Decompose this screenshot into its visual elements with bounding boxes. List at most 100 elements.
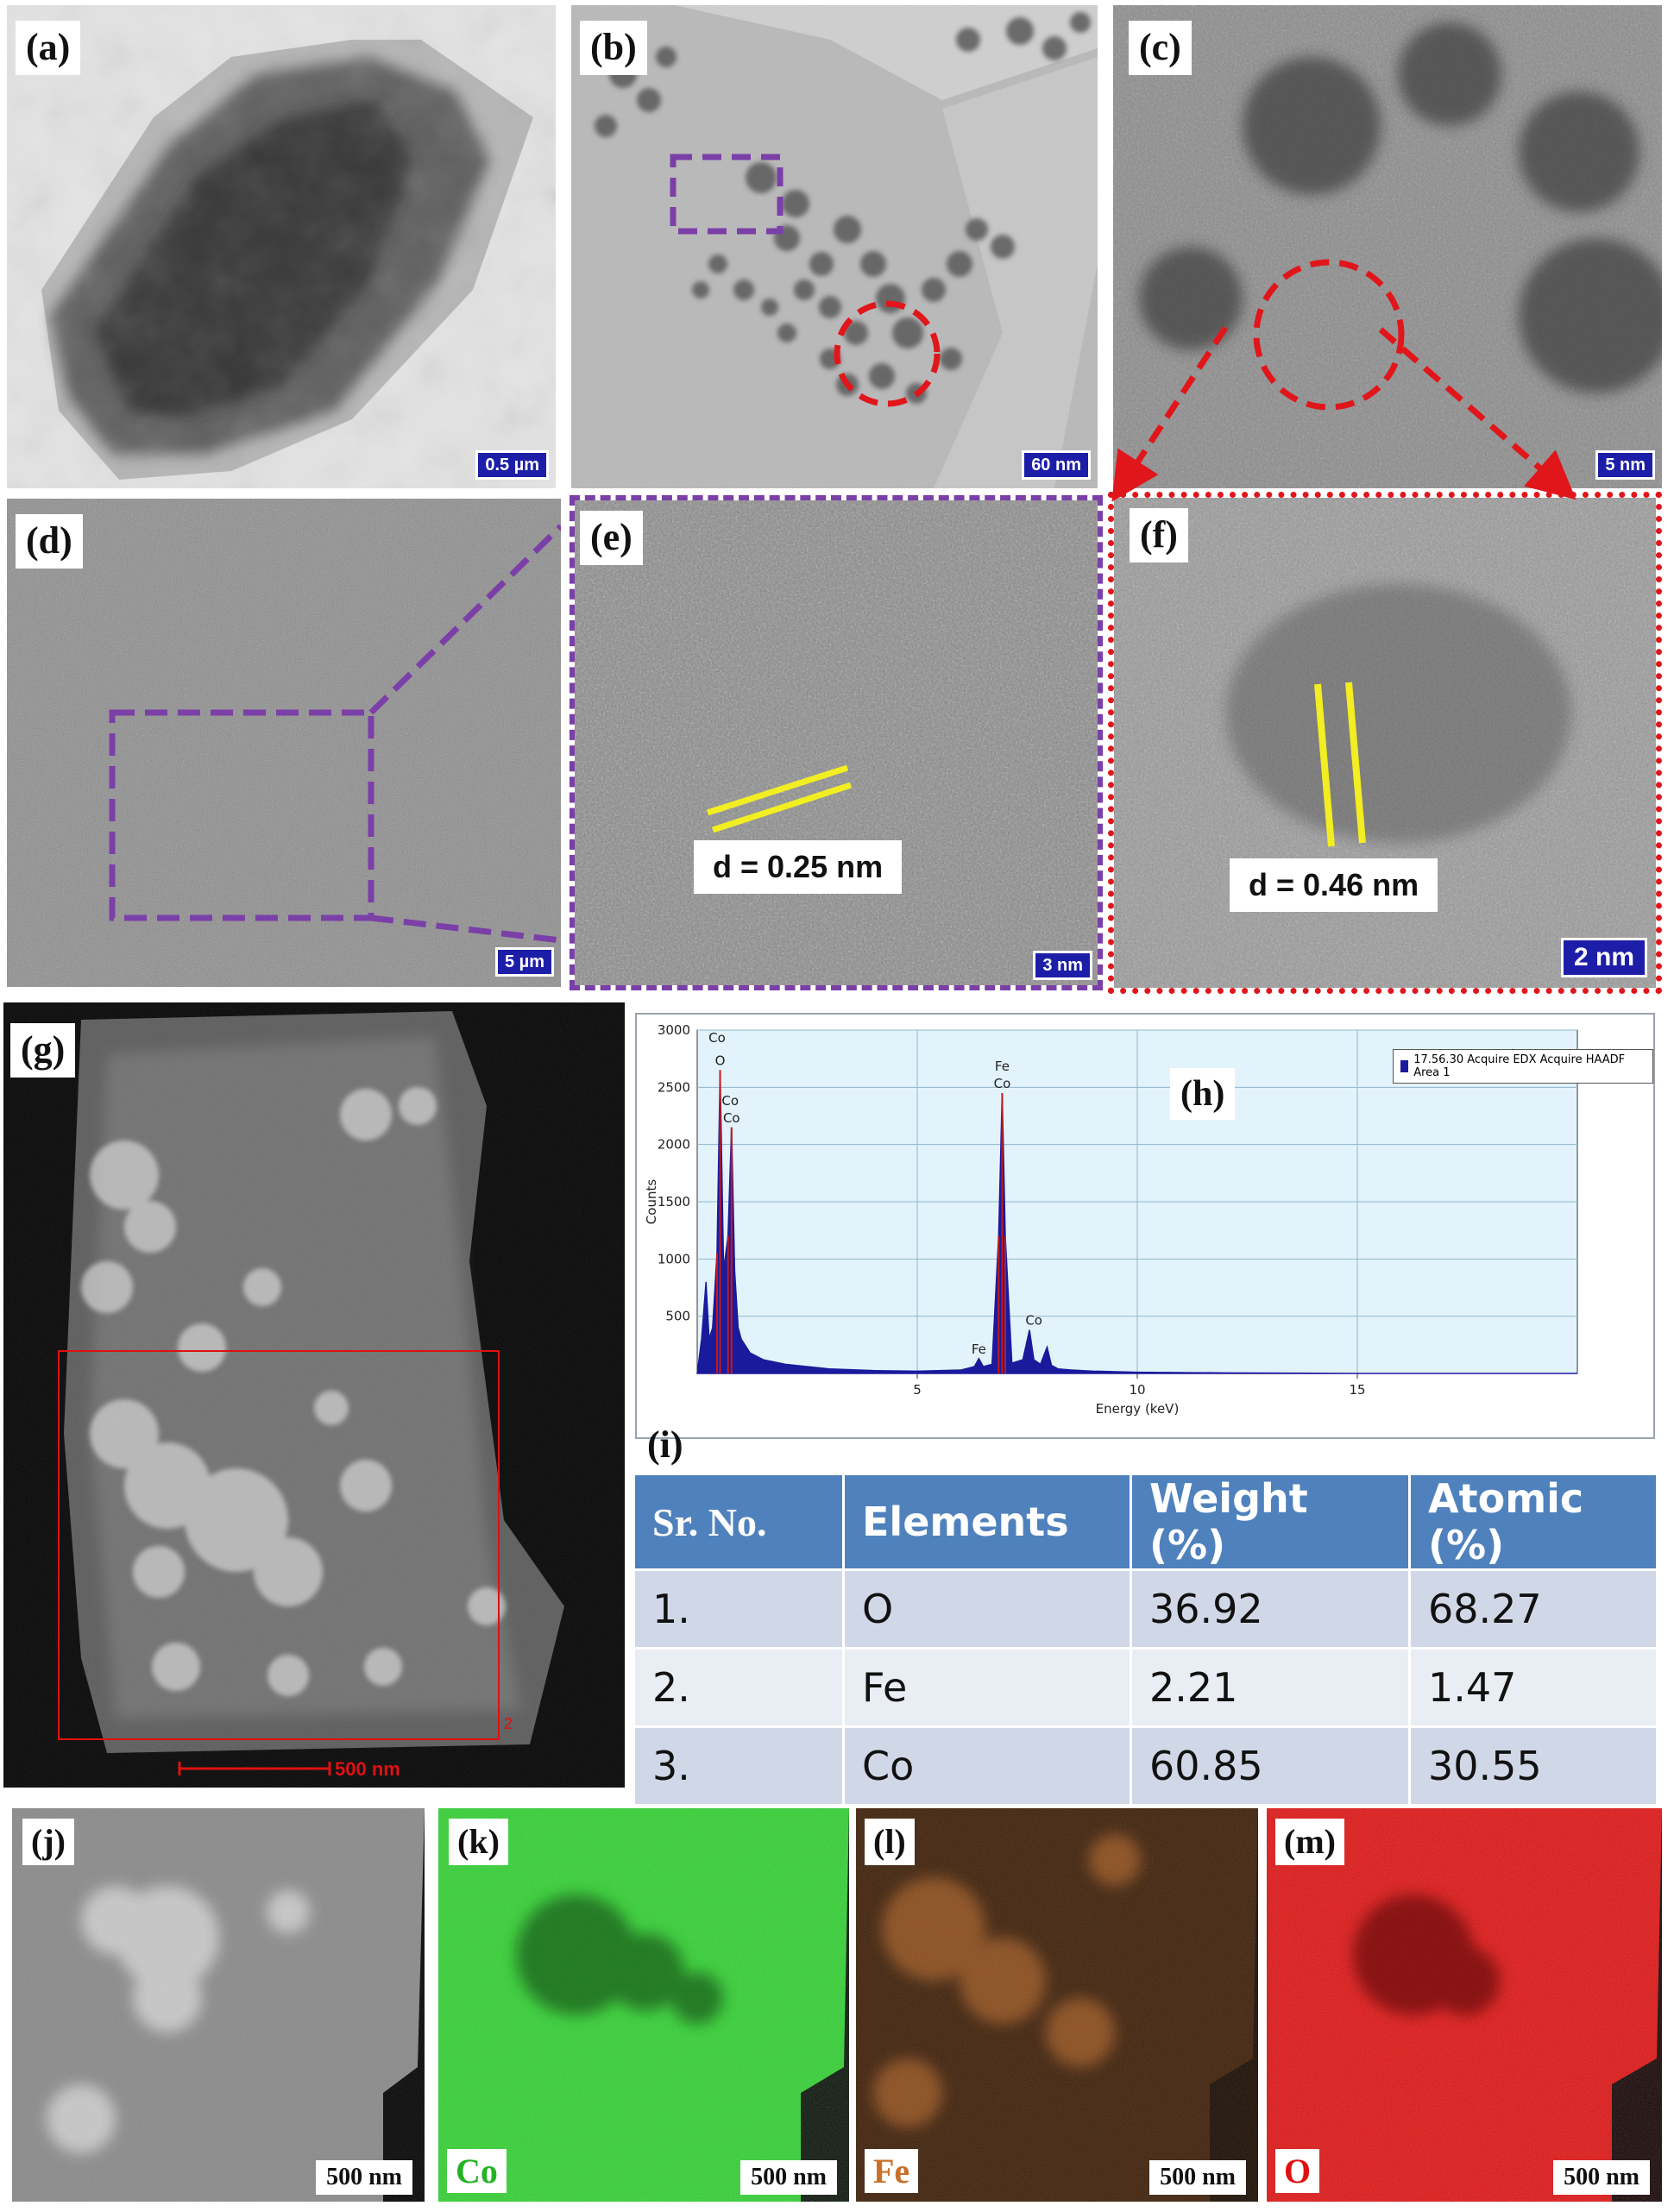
panel-label-k: (k) <box>449 1819 508 1865</box>
tem-image-e <box>575 500 1098 985</box>
cell-atomic: 1.47 <box>1409 1647 1658 1727</box>
panel-d: (d) 5 µm <box>7 499 561 987</box>
scale-bar-j: 500 nm <box>316 2160 412 2195</box>
cell-atomic: 68.27 <box>1409 1568 1658 1649</box>
table-row: 3. Co 60.85 30.55 <box>635 1725 1658 1804</box>
peak-label: Co <box>721 1093 739 1109</box>
eds-map-o <box>1267 1808 1662 2202</box>
y-tick-label: 2000 <box>658 1137 690 1153</box>
d-spacing-label-e: d = 0.25 nm <box>694 840 903 894</box>
haadf-image-g <box>3 1002 625 1788</box>
panel-label-d: (d) <box>16 514 83 569</box>
element-label-co: Co <box>447 2149 507 2193</box>
peak-label: Fe <box>972 1342 986 1357</box>
panel-f: (f) d = 0.46 nm 2 nm <box>1108 492 1662 994</box>
x-tick-label: 10 <box>1129 1382 1145 1398</box>
cell-weight: 2.21 <box>1130 1647 1411 1727</box>
panel-c: (c) 5 nm <box>1113 5 1662 488</box>
element-label-o: O <box>1275 2149 1320 2193</box>
eds-map-fe <box>856 1808 1258 2202</box>
edx-chart-svg: 500 1000 1500 2000 2500 3000 5 10 15 Energy (keV)… <box>644 1022 1578 1417</box>
tem-image-c <box>1113 5 1662 488</box>
panel-label-f: (f) <box>1130 508 1188 562</box>
cell-element: Fe <box>843 1647 1132 1727</box>
eds-map-co <box>438 1808 849 2202</box>
y-tick-label: 1000 <box>658 1251 690 1266</box>
table-header-row: Sr. No. Elements Weight (%) Atomic (%) <box>635 1475 1658 1570</box>
y-tick-label: 500 <box>665 1309 690 1324</box>
cell-sr: 2. <box>635 1647 845 1727</box>
legend-swatch <box>1400 1060 1409 1072</box>
panel-j: (j) 500 nm <box>12 1808 425 2202</box>
d-spacing-label-f: d = 0.46 nm <box>1230 858 1438 912</box>
scale-bar-a: 0.5 µm <box>475 450 549 480</box>
panel-label-i: (i) <box>647 1423 683 1466</box>
peak-label: Co <box>708 1030 726 1046</box>
panel-label-j: (j) <box>22 1819 74 1865</box>
cell-sr: 1. <box>635 1568 845 1649</box>
panel-label-h: (h) <box>1170 1068 1236 1121</box>
cell-sr: 3. <box>635 1725 845 1804</box>
panel-b: (b) 60 nm <box>571 5 1098 488</box>
panel-label-g: (g) <box>10 1023 76 1078</box>
scale-bar-d: 5 µm <box>495 947 554 977</box>
x-tick-label: 15 <box>1349 1382 1365 1398</box>
cell-atomic: 30.55 <box>1409 1725 1658 1804</box>
cell-weight: 60.85 <box>1130 1725 1411 1804</box>
tem-image-b <box>571 5 1098 488</box>
header-sr-no: Sr. No. <box>635 1475 845 1570</box>
header-atomic: Atomic (%) <box>1409 1475 1658 1570</box>
scale-bar-f: 2 nm <box>1560 938 1647 977</box>
panel-l: (l) Fe 500 nm <box>856 1808 1258 2202</box>
y-tick-label: 3000 <box>658 1022 690 1038</box>
tem-image-d <box>7 499 561 987</box>
peak-label: Co <box>723 1110 740 1126</box>
roi-marker-g: 2 <box>504 1715 513 1732</box>
peak-label: Fe <box>995 1059 1010 1074</box>
peak-label: Co <box>994 1076 1011 1091</box>
composition-table: Sr. No. Elements Weight (%) Atomic (%) 1… <box>635 1475 1658 1804</box>
panel-label-a: (a) <box>16 21 81 75</box>
tem-image-a <box>7 5 556 488</box>
scale-bar-k: 500 nm <box>740 2160 837 2195</box>
table-row: 2. Fe 2.21 1.47 <box>635 1647 1658 1727</box>
scale-bar-m: 500 nm <box>1553 2160 1650 2195</box>
region-markers-b <box>670 154 941 407</box>
panel-label-m: (m) <box>1275 1819 1344 1865</box>
scale-bar-c: 5 nm <box>1595 450 1655 480</box>
legend-text: 17.56.30 Acquire EDX Acquire HAADF Area … <box>1413 1053 1626 1079</box>
panel-e: (e) d = 0.25 nm 3 nm <box>570 495 1103 990</box>
chart-legend: 17.56.30 Acquire EDX Acquire HAADF Area … <box>1393 1049 1653 1084</box>
cell-element: O <box>843 1568 1132 1649</box>
tem-image-f <box>1114 498 1656 988</box>
panel-label-c: (c) <box>1129 21 1192 75</box>
panel-label-e: (e) <box>580 511 643 565</box>
scale-bar-e: 3 nm <box>1033 951 1092 980</box>
scale-bar-b: 60 nm <box>1022 450 1091 480</box>
peak-label: O <box>715 1053 726 1068</box>
cell-element: Co <box>843 1725 1132 1804</box>
peak-label: Co <box>1025 1313 1042 1329</box>
panel-a: (a) 0.5 µm <box>7 5 556 488</box>
x-tick-label: 5 <box>913 1382 922 1398</box>
element-label-fe: Fe <box>865 2149 919 2193</box>
scale-bar-g: 500 nm <box>335 1758 400 1780</box>
panel-h-edx-spectrum: 500 1000 1500 2000 2500 3000 5 10 15 Energy (keV)… <box>635 1013 1655 1439</box>
cell-weight: 36.92 <box>1130 1568 1411 1649</box>
panel-label-b: (b) <box>580 21 647 75</box>
panel-label-l: (l) <box>865 1819 915 1865</box>
scale-bar-l: 500 nm <box>1149 2160 1246 2195</box>
panel-g: (g) 2 500 nm <box>3 1002 625 1788</box>
table-row: 1. O 36.92 68.27 <box>635 1568 1658 1649</box>
panel-m: (m) O 500 nm <box>1267 1808 1662 2202</box>
y-tick-label: 1500 <box>658 1194 690 1210</box>
y-axis-label: Counts <box>644 1179 659 1225</box>
header-elements: Elements <box>843 1475 1132 1570</box>
panel-k: (k) Co 500 nm <box>438 1808 849 2202</box>
header-weight: Weight (%) <box>1130 1475 1411 1570</box>
y-tick-label: 2500 <box>658 1079 690 1095</box>
zoom-arrows-c-to-f <box>1111 326 1576 502</box>
haadf-map-j <box>12 1808 425 2202</box>
spectrum-series <box>696 1070 1577 1374</box>
x-axis-label: Energy (keV) <box>1096 1401 1180 1417</box>
